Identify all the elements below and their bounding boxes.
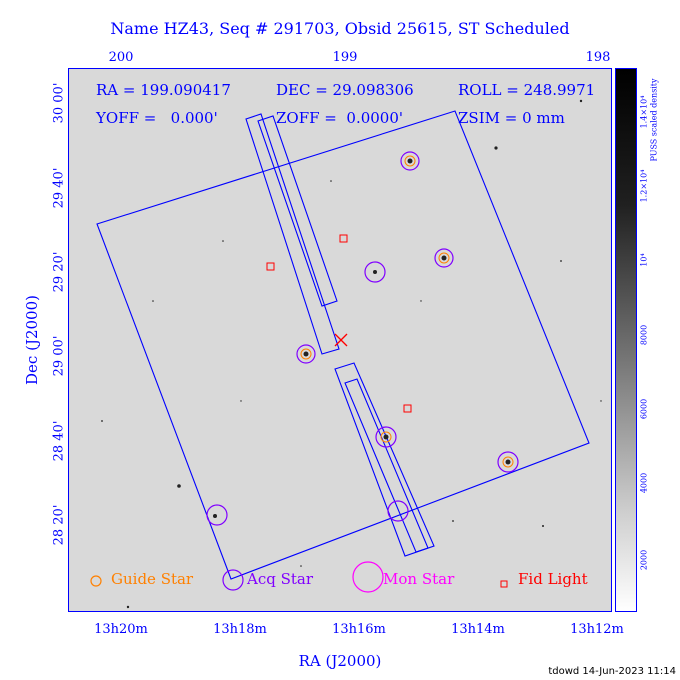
background-star [330, 180, 332, 182]
background-star [240, 400, 242, 402]
colorbar-tick-label: 10⁴ [639, 253, 649, 267]
guide-star-marker [502, 456, 514, 468]
left-tick-label: 28 20' [51, 504, 67, 546]
background-star [420, 300, 422, 302]
catalog-star [213, 514, 217, 518]
footer-timestamp: tdowd 14-Jun-2023 11:14 [548, 666, 676, 677]
background-star [600, 400, 602, 402]
catalog-star [383, 434, 389, 440]
left-tick-label: 29 00' [51, 335, 67, 377]
acq-star-marker [206, 504, 228, 526]
fid-light-legend-icon [500, 580, 508, 588]
acq-star-marker [434, 248, 454, 268]
catalog-star [505, 459, 511, 465]
guide-star-legend-icon [90, 575, 102, 587]
fid-light-legend-label: Fid Light [518, 570, 588, 588]
left-tick-label: 29 20' [51, 251, 67, 293]
guide-star-marker [404, 155, 416, 167]
instrument-outlines [96, 110, 590, 580]
density-colorbar [615, 68, 637, 612]
catalog-stars [206, 151, 519, 526]
catalog-star [303, 351, 309, 357]
colorbar-tick-label: 1.2×10⁴ [639, 169, 649, 203]
colorbar-tick-label: 2000 [639, 549, 649, 571]
catalog-star [373, 270, 377, 274]
slit-upper-outer [245, 113, 340, 355]
mon-star-legend-icon [352, 561, 384, 593]
background-star [560, 260, 562, 262]
bottom-tick-label: 13h18m [213, 622, 267, 637]
background-star [542, 525, 544, 527]
guide-star-marker [380, 431, 392, 443]
plot-title: Name HZ43, Seq # 291703, Obsid 25615, ST… [110, 19, 570, 38]
left-tick-label: 30 00' [51, 82, 67, 124]
bottom-tick-label: 13h12m [570, 622, 624, 637]
background-star [126, 605, 130, 609]
bottom-tick-label: 13h20m [94, 622, 148, 637]
sky-image[interactable] [68, 68, 612, 612]
background-stars [101, 99, 602, 609]
acq-star-marker [296, 344, 316, 364]
fid-lights [266, 234, 412, 413]
acq-star-legend-label: Acq Star [247, 570, 314, 588]
colorbar-tick-label: 1.4×10⁴ [639, 95, 649, 129]
acq-star-marker [375, 426, 397, 448]
acq-star-marker [400, 151, 420, 171]
slit-lower-inner [344, 378, 429, 553]
acq-star-marker [364, 261, 386, 283]
colorbar-tick-label: 4000 [639, 472, 649, 494]
ra-value: RA = 199.090417 [96, 81, 231, 99]
background-star [222, 240, 224, 242]
acq-star-marker [387, 500, 409, 522]
x-axis-label: RA (J2000) [298, 652, 382, 670]
field-overlay [90, 99, 602, 609]
acq-star-legend-icon [222, 569, 244, 591]
bottom-tick-label: 13h14m [451, 622, 505, 637]
background-star [579, 99, 583, 103]
fid-light-marker [403, 404, 412, 413]
slit-lower-outer [334, 362, 435, 557]
zoff-value: ZOFF = 0.0000' [276, 109, 404, 127]
top-tick-label: 198 [585, 50, 611, 65]
background-star [152, 300, 154, 302]
yoff-value: YOFF = 0.000' [96, 109, 218, 127]
background-star [494, 146, 498, 150]
slit-upper-inner [257, 115, 338, 307]
left-tick-label: 29 40' [51, 167, 67, 209]
fid-light-marker [266, 262, 275, 271]
colorbar-tick-label: 8000 [639, 324, 649, 346]
y-axis-label: Dec (J2000) [23, 295, 41, 385]
colorbar-tick-label: 6000 [639, 398, 649, 420]
roll-value: ROLL = 248.9971 [458, 81, 596, 99]
acq-star-marker [497, 451, 519, 473]
top-tick-label: 199 [332, 50, 358, 65]
mon-star-legend-label: Mon Star [383, 570, 455, 588]
zsim-value: ZSIM = 0 mm [458, 109, 565, 127]
target-cross [334, 333, 348, 347]
detector-outline [96, 110, 590, 580]
left-tick-label: 28 40' [51, 420, 67, 462]
dec-value: DEC = 29.098306 [276, 81, 414, 99]
catalog-star [407, 158, 413, 164]
catalog-star [441, 255, 447, 261]
guide-star-marker [438, 252, 450, 264]
background-star [101, 420, 103, 422]
guide-star-legend-label: Guide Star [111, 570, 194, 588]
background-star [300, 565, 302, 567]
bottom-tick-label: 13h16m [332, 622, 386, 637]
guide-star-marker [300, 348, 312, 360]
colorbar-title: PUSS scaled density [649, 78, 659, 162]
fid-light-marker [339, 234, 348, 243]
top-tick-label: 200 [108, 50, 134, 65]
background-star [177, 484, 181, 488]
background-star [452, 520, 454, 522]
